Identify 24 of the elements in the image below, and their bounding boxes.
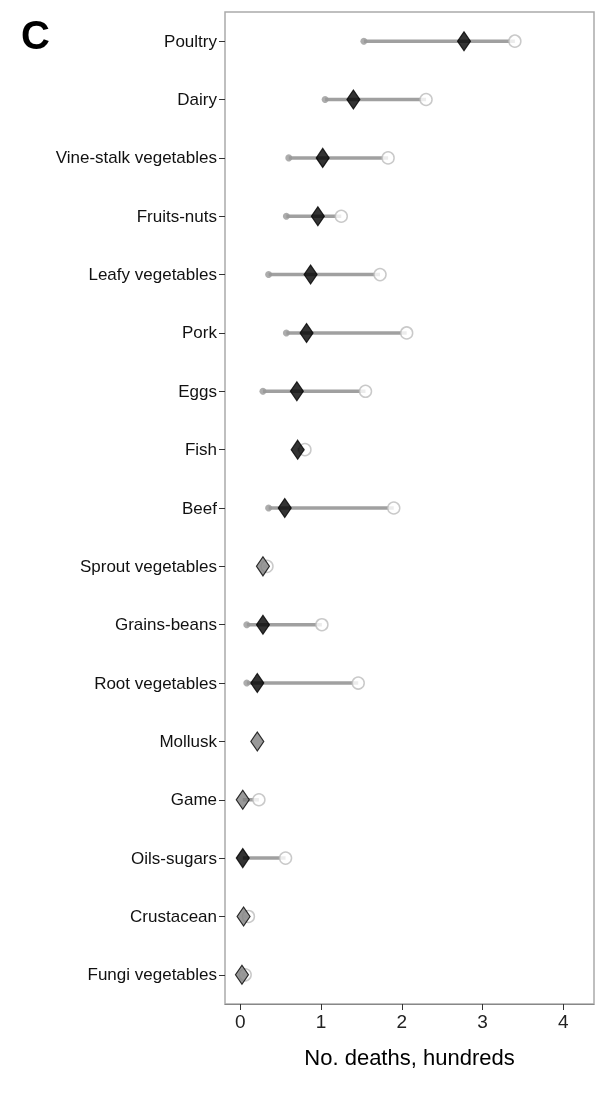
y-tick-label: Oils-sugars <box>131 848 217 868</box>
x-tick-label: 0 <box>235 1011 246 1032</box>
y-tick-label: Fruits-nuts <box>136 206 217 226</box>
x-tick-label: 4 <box>558 1011 570 1032</box>
y-tick-label: Leafy vegetables <box>88 265 217 285</box>
y-tick-label: Dairy <box>177 90 218 110</box>
x-axis-title: No. deaths, hundreds <box>304 1044 515 1070</box>
x-tick-label: 1 <box>315 1011 327 1032</box>
y-tick-label: Sprout vegetables <box>79 556 217 576</box>
y-tick-label: Mollusk <box>159 731 218 751</box>
y-tick-label: Beef <box>182 498 218 518</box>
x-tick-label: 3 <box>477 1011 488 1032</box>
y-tick-label: Poultry <box>164 31 218 51</box>
y-tick-label: Crustacean <box>130 906 217 926</box>
y-tick-label: Eggs <box>178 381 217 401</box>
y-tick-label: Root vegetables <box>94 673 217 693</box>
y-tick-label: Fungi vegetables <box>87 965 217 985</box>
y-tick-label: Game <box>170 790 217 810</box>
chart-title: C <box>21 13 50 57</box>
y-tick-label: Vine-stalk vegetables <box>55 148 217 168</box>
y-tick-label: Pork <box>182 323 218 343</box>
y-tick-label: Fish <box>184 440 217 460</box>
y-tick-label: Grains-beans <box>114 615 217 635</box>
x-tick-label: 2 <box>396 1011 408 1032</box>
